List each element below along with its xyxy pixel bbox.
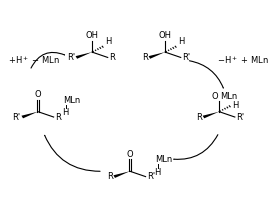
Polygon shape <box>76 52 92 59</box>
Text: H: H <box>155 168 161 177</box>
Text: R': R' <box>236 112 245 122</box>
Text: R': R' <box>147 172 155 181</box>
Text: H: H <box>178 37 185 46</box>
Polygon shape <box>22 112 38 118</box>
Text: R: R <box>55 112 61 122</box>
Text: O: O <box>211 92 218 100</box>
FancyArrowPatch shape <box>31 52 65 68</box>
Text: R: R <box>196 112 202 122</box>
FancyArrowPatch shape <box>174 135 218 159</box>
Text: R': R' <box>182 53 190 62</box>
Text: +H$^+$ $-$ MLn: +H$^+$ $-$ MLn <box>8 54 60 66</box>
Text: R': R' <box>12 112 21 122</box>
Text: MLn: MLn <box>220 92 237 100</box>
Text: R: R <box>107 172 113 181</box>
Polygon shape <box>113 171 130 178</box>
Text: $-$H$^+$ + MLn: $-$H$^+$ + MLn <box>217 54 269 66</box>
Text: R': R' <box>67 53 75 62</box>
Polygon shape <box>203 112 219 118</box>
FancyArrowPatch shape <box>45 135 100 171</box>
Text: MLn: MLn <box>63 96 80 105</box>
Text: OH: OH <box>158 31 172 40</box>
Text: OH: OH <box>86 31 99 40</box>
Text: MLn: MLn <box>155 155 172 164</box>
Text: O: O <box>34 90 41 99</box>
Text: R: R <box>142 53 148 62</box>
Text: R: R <box>109 53 115 62</box>
Text: H: H <box>105 37 112 46</box>
Text: H: H <box>63 108 69 118</box>
FancyArrowPatch shape <box>189 61 223 88</box>
Polygon shape <box>148 52 165 59</box>
Text: O: O <box>127 150 133 158</box>
Text: H: H <box>232 101 239 110</box>
